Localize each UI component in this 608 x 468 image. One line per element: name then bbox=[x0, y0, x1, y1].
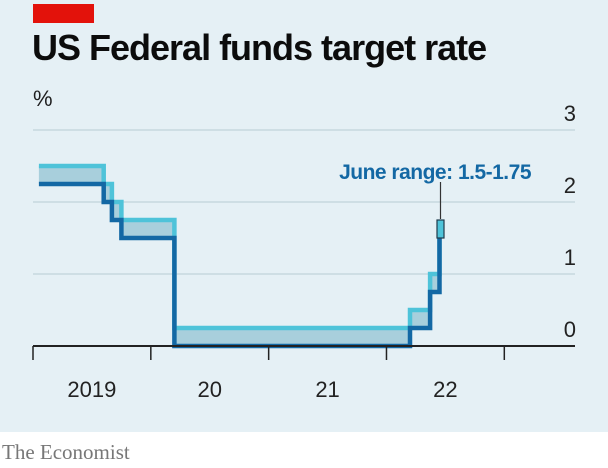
x-axis bbox=[32, 345, 575, 360]
june-range-marker bbox=[436, 219, 445, 239]
chart-panel bbox=[0, 0, 608, 432]
x-tick-label-20: 20 bbox=[197, 377, 221, 402]
upper-bound-line bbox=[38, 163, 442, 331]
rate-band bbox=[38, 166, 440, 346]
y-tick-labels: 0 1 2 3 bbox=[564, 101, 576, 342]
june-annotation: June range: 1.5-1.75 bbox=[339, 161, 532, 239]
annotation-label: June range: 1.5-1.75 bbox=[339, 161, 532, 184]
brand-red-tag bbox=[33, 4, 94, 23]
series-lines bbox=[38, 163, 442, 349]
x-tick-label-2019: 2019 bbox=[67, 377, 116, 402]
y-axis-unit: % bbox=[33, 86, 53, 111]
y-tick-label-1: 1 bbox=[564, 245, 576, 270]
x-tick-label-21: 21 bbox=[315, 377, 339, 402]
x-tick-labels: 2019 20 21 22 bbox=[67, 377, 457, 402]
lower-bound-line bbox=[38, 181, 442, 349]
chart-title: US Federal funds target rate bbox=[32, 27, 487, 68]
band-fill bbox=[38, 166, 440, 346]
rate-chart: 0 1 2 3 2019 20 21 22 June range: 1.5-1.75 bbox=[32, 101, 576, 402]
y-tick-label-0: 0 bbox=[564, 317, 576, 342]
y-tick-label-3: 3 bbox=[564, 101, 576, 126]
y-tick-label-2: 2 bbox=[564, 173, 576, 198]
source-credit: The Economist bbox=[2, 440, 130, 464]
x-tick-label-22: 22 bbox=[433, 377, 457, 402]
